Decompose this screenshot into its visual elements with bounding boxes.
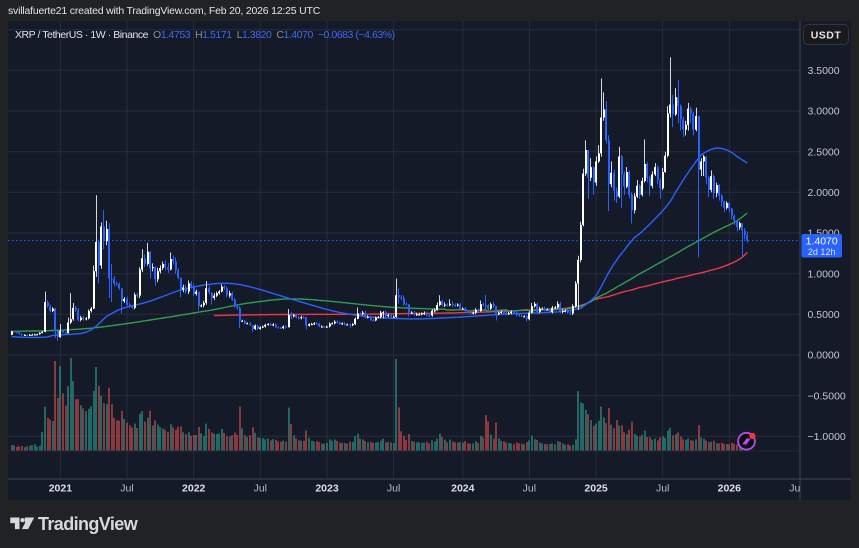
svg-text:USDT: USDT xyxy=(811,30,842,42)
svg-text:2023: 2023 xyxy=(315,483,339,495)
svg-text:2022: 2022 xyxy=(182,483,206,495)
svg-text:2024: 2024 xyxy=(451,483,475,495)
svg-text:2026: 2026 xyxy=(718,483,742,495)
svg-text:Jul: Jul xyxy=(656,483,669,495)
svg-text:2d 12h: 2d 12h xyxy=(808,247,836,257)
svg-text:1.0000: 1.0000 xyxy=(808,268,840,280)
svg-text:3.0000: 3.0000 xyxy=(808,106,840,118)
svg-text:2021: 2021 xyxy=(49,483,73,495)
svg-text:0.0000: 0.0000 xyxy=(808,350,840,362)
svg-text:Jul: Jul xyxy=(387,483,400,495)
svg-text:Jul: Jul xyxy=(789,483,802,495)
svg-text:0.5000: 0.5000 xyxy=(808,309,840,321)
svg-text:3.5000: 3.5000 xyxy=(808,65,840,77)
svg-text:Jul: Jul xyxy=(120,483,133,495)
svg-text:2.5000: 2.5000 xyxy=(808,146,840,158)
svg-text:Jul: Jul xyxy=(254,483,267,495)
svg-text:Jul: Jul xyxy=(523,483,536,495)
svg-text:1.4070: 1.4070 xyxy=(806,236,838,248)
svg-text:−0.5000: −0.5000 xyxy=(808,390,846,402)
svg-text:−1.0000: −1.0000 xyxy=(808,431,846,443)
svg-text:2.0000: 2.0000 xyxy=(808,187,840,199)
svg-text:2025: 2025 xyxy=(584,483,608,495)
